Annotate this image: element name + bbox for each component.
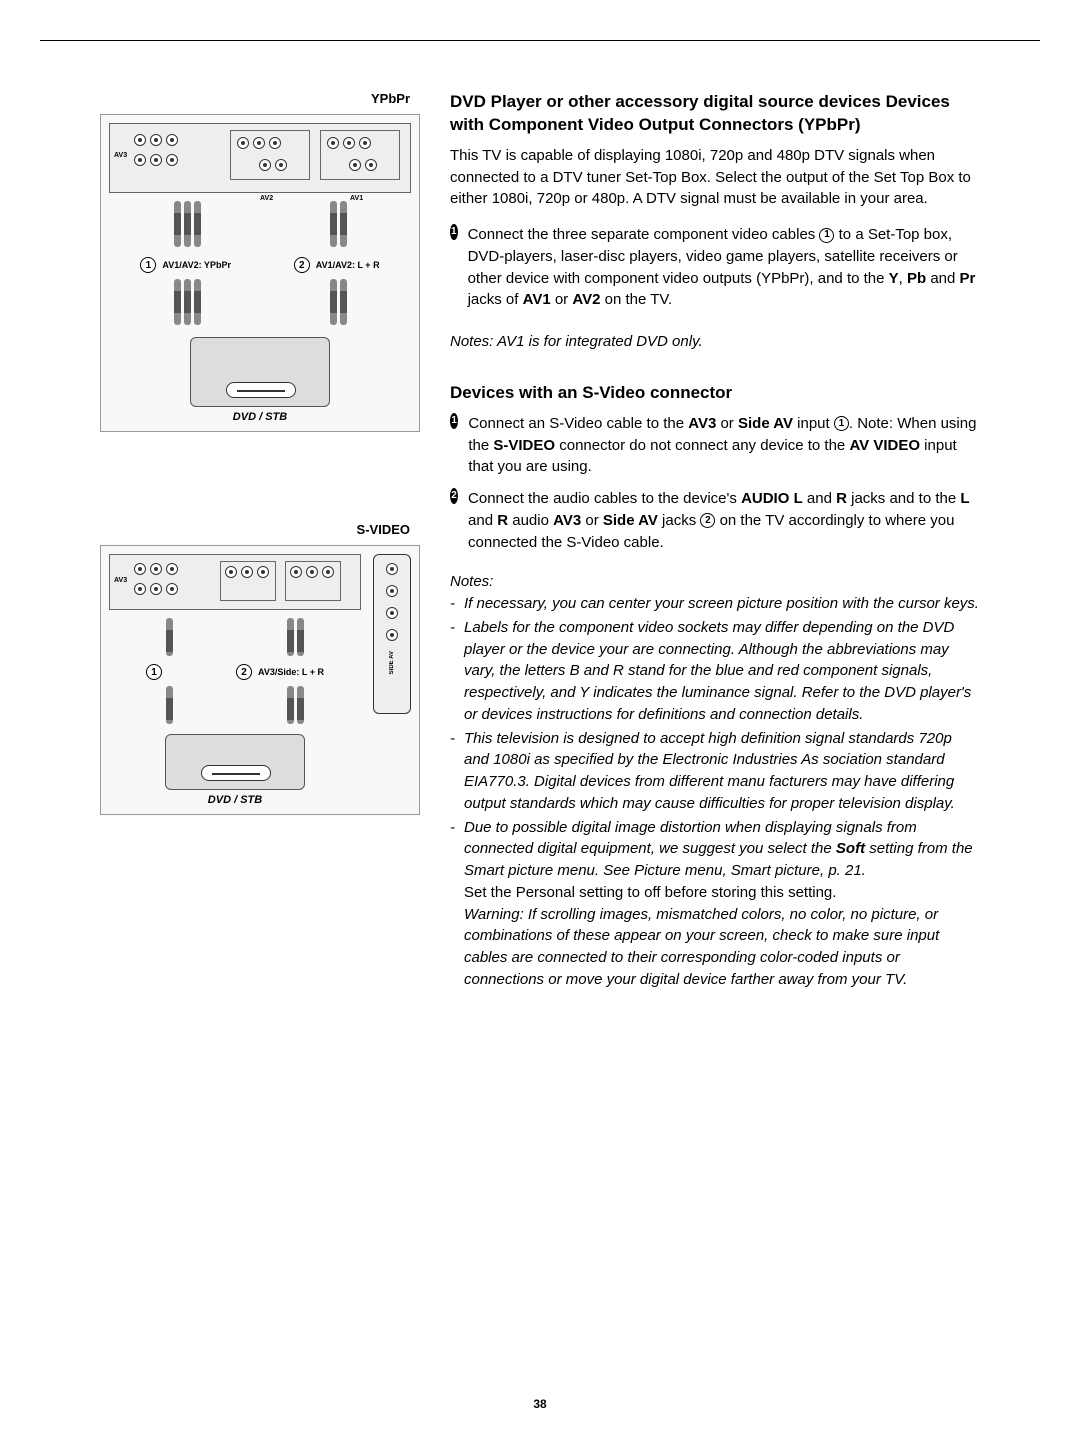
section2-step2: 2 Connect the audio cables to the device…	[450, 488, 980, 553]
page-container: YPbPr AV3 AV2 AV1	[40, 40, 1040, 1023]
diagram1-label: YPbPr	[100, 91, 420, 106]
section1-intro: This TV is capable of displaying 1080i, …	[450, 145, 980, 210]
inline-ref-1b: 1	[834, 416, 849, 431]
dvd-device-icon-2	[165, 734, 305, 790]
step-bullet-1: 1	[450, 224, 458, 240]
step-1-marker: 1AV1/AV2: YPbPr	[140, 257, 231, 273]
tv-back-panel: AV3 AV2 AV1	[109, 123, 411, 193]
section2-step1: 1 Connect an S-Video cable to the AV3 or…	[450, 413, 980, 478]
section1-step1: 1 Connect the three separate component v…	[450, 224, 980, 311]
dvd-device-icon	[190, 337, 330, 407]
right-column: DVD Player or other accessory digital so…	[450, 91, 980, 993]
section1-steps: 1 Connect the three separate component v…	[450, 224, 980, 311]
inline-ref-2b: 2	[700, 513, 715, 528]
side-av-panel: SIDE AV	[373, 554, 411, 714]
diagram1: AV3 AV2 AV1	[100, 114, 420, 432]
step-2-marker: 2AV1/AV2: L + R	[294, 257, 380, 273]
diagram2-label: S-VIDEO	[100, 522, 420, 537]
inline-ref-1: 1	[819, 228, 834, 243]
step-bullet-1b: 1	[450, 413, 458, 429]
warning-text: Warning: If scrolling images, mismatched…	[464, 906, 939, 988]
diagram2-caption: DVD / STB	[109, 794, 361, 806]
note-4: - Due to possible digital image distorti…	[450, 817, 980, 991]
left-column: YPbPr AV3 AV2 AV1	[100, 91, 420, 993]
tv-back-panel-2: AV3	[109, 554, 361, 610]
notes-header: Notes:	[450, 571, 980, 593]
step-bullet-2b: 2	[450, 488, 458, 504]
note-2: -Labels for the component video sockets …	[450, 617, 980, 726]
note-3: -This television is designed to accept h…	[450, 728, 980, 815]
section2-steps: 1 Connect an S-Video cable to the AV3 or…	[450, 413, 980, 554]
section1-note: Notes: AV1 is for integrated DVD only.	[450, 331, 980, 353]
section2-title: Devices with an S-Video connector	[450, 383, 980, 403]
diagram1-caption: DVD / STB	[109, 411, 411, 423]
page-number: 38	[0, 1397, 1080, 1411]
section1-title: DVD Player or other accessory digital so…	[450, 91, 980, 137]
notes-block: Notes: -If necessary, you can center you…	[450, 571, 980, 990]
diagram2: SIDE AV AV3	[100, 545, 420, 815]
note-1: -If necessary, you can center your scree…	[450, 593, 980, 615]
plain-text-1: Set the Personal setting to off before s…	[464, 884, 836, 901]
